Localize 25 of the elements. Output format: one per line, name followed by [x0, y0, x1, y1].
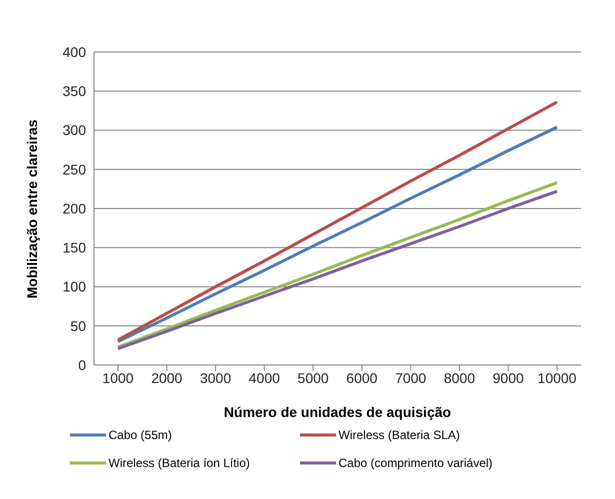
x-tick-label: 3000: [200, 370, 232, 386]
x-tick-label: 4000: [248, 370, 280, 386]
x-tick-label: 6000: [346, 370, 378, 386]
y-tick-label: 50: [70, 318, 86, 334]
x-tick-label: 8000: [444, 370, 476, 386]
y-tick-label: 150: [62, 240, 86, 256]
x-axis-title: Número de unidades de aquisição: [224, 404, 452, 420]
x-tick-label: 1000: [102, 370, 134, 386]
x-tick-label: 9000: [492, 370, 524, 386]
x-tick-label: 5000: [298, 370, 329, 386]
x-tick-label: 10000: [538, 370, 577, 386]
y-tick-label: 350: [62, 83, 86, 100]
y-tick-label: 100: [62, 278, 86, 295]
y-tick-label: 0: [78, 356, 86, 373]
x-tick-label: 2000: [151, 370, 183, 386]
y-tick-label: 400: [62, 44, 86, 60]
legend-label: Wireless (Bateria íon Lítio): [108, 456, 250, 470]
y-axis-title: Mobilização entre clareiras: [24, 119, 40, 298]
x-tick-label: 7000: [395, 370, 426, 386]
legend-label: Wireless (Bateria SLA): [338, 428, 460, 442]
y-tick-label: 200: [62, 200, 86, 216]
legend-label: Cabo (55m): [108, 428, 172, 442]
y-tick-label: 300: [62, 122, 86, 138]
y-tick-label: 250: [62, 161, 86, 178]
legend-label: Cabo (comprimento variável): [338, 456, 493, 470]
